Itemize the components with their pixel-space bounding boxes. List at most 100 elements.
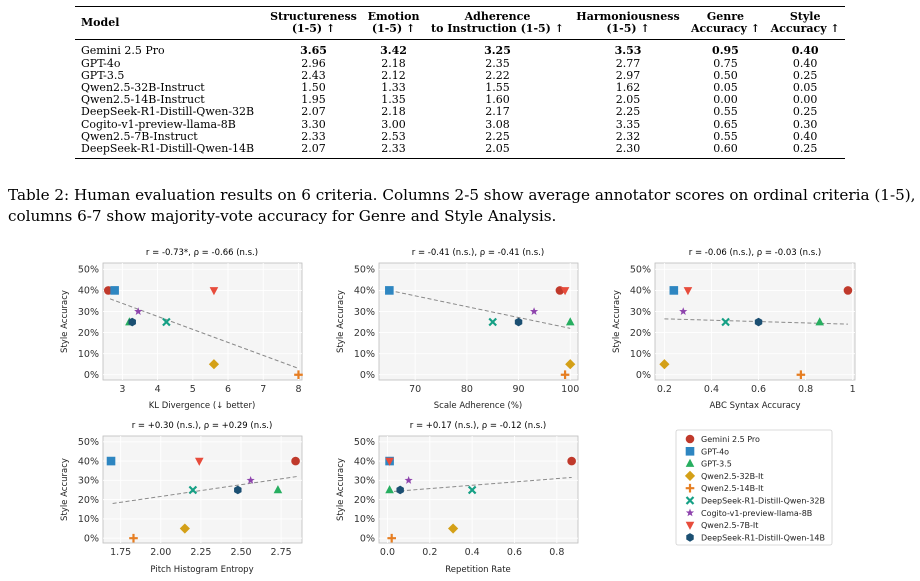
legend-marker xyxy=(685,447,695,456)
score-cell: 0.30 xyxy=(792,117,818,131)
score-cell: 3.25 xyxy=(484,44,511,58)
data-point xyxy=(387,533,397,543)
x-axis-label: Pitch Histogram Entropy xyxy=(150,565,253,575)
x-tick-label: 3 xyxy=(119,384,125,395)
results-table: Model Structureness (1-5) ↑ Emotion (1-5) ↑ A… xyxy=(75,6,845,159)
scatter-panel: 0% 10% 20% 30% 40% 50% 0.2 0.4 0.6 0.8 1 r = -0.06 … xyxy=(612,248,856,411)
results-table-container: Model Structureness (1-5) ↑ Emotion (1-5) ↑ A… xyxy=(75,6,845,159)
score-cell: 0.50 xyxy=(713,68,738,82)
score-cell: 2.17 xyxy=(485,105,510,119)
y-tick-label: 50% xyxy=(630,265,651,276)
legend-marker xyxy=(685,458,695,467)
column-header: Structureness (1-5) ↑ xyxy=(270,10,357,36)
legend-marker xyxy=(685,434,695,444)
y-tick-label: 40% xyxy=(354,286,375,297)
x-tick-label: 0.4 xyxy=(704,384,719,395)
y-tick-label: 10% xyxy=(354,514,375,525)
scatter-panel: 0% 10% 20% 30% 40% 50% 3 4 5 6 7 8 r = -0.73*, ρ = -… xyxy=(60,248,303,411)
model-name-cell: Qwen2.5-7B-Instruct xyxy=(81,129,198,143)
x-tick-label: 2.75 xyxy=(271,547,292,558)
legend: Gemini 2.5 Pro GPT-4o GPT-3.5 Qwen2.5-32B-I… xyxy=(675,429,833,546)
score-cell: 2.97 xyxy=(615,68,641,82)
y-tick-label: 20% xyxy=(354,495,375,506)
y-tick-label: 0% xyxy=(636,370,651,381)
x-tick-label: 4 xyxy=(155,384,161,395)
x-tick-label: 90 xyxy=(513,384,525,395)
legend-label: DeepSeek-R1-Distill-Qwen-32B xyxy=(701,497,825,506)
y-tick-label: 30% xyxy=(630,307,651,318)
y-tick-label: 40% xyxy=(78,456,99,467)
data-point xyxy=(129,533,138,543)
table-row: Qwen2.5-14B-Instruct 1.95 1.35 1.60 2.05 0.00… xyxy=(75,94,845,106)
score-cell: 1.35 xyxy=(381,93,406,107)
score-cell: 0.40 xyxy=(791,44,819,58)
score-cell: 3.42 xyxy=(380,44,407,58)
plot-title: r = +0.30 (n.s.), ρ = +0.29 (n.s.) xyxy=(132,421,273,431)
score-cell: 2.77 xyxy=(615,56,641,70)
score-cell: 2.07 xyxy=(301,142,326,156)
legend-label: GPT-3.5 xyxy=(701,460,732,469)
y-tick-label: 30% xyxy=(78,307,99,318)
score-cell: 0.60 xyxy=(713,142,738,156)
score-cell: 2.12 xyxy=(381,68,406,82)
x-axis-label: Repetition Rate xyxy=(445,565,511,575)
score-cell: 1.55 xyxy=(485,81,510,95)
table-row: DeepSeek-R1-Distill-Qwen-32B 2.07 2.18 2.17… xyxy=(75,106,845,118)
data-point xyxy=(404,476,413,484)
scatter-panel: 0% 10% 20% 30% 40% 50% 70 80 90 100 r = -0.41 (n.s… xyxy=(336,248,579,411)
legend-label: Qwen2.5-32B-It xyxy=(701,472,764,481)
model-name-cell: Qwen2.5-32B-Instruct xyxy=(81,81,205,95)
y-axis-label: Style Accuracy xyxy=(336,458,346,521)
score-cell: 3.30 xyxy=(301,117,326,131)
column-header: Harmoniousness (1-5) ↑ xyxy=(576,10,680,36)
x-tick-label: 6 xyxy=(225,384,231,395)
score-cell: 0.25 xyxy=(792,105,818,119)
data-point xyxy=(234,485,242,495)
score-cell: 2.18 xyxy=(381,105,406,119)
score-cell: 2.33 xyxy=(301,129,326,143)
data-point xyxy=(110,286,119,295)
x-axis-label: Scale Adherence (%) xyxy=(434,401,523,411)
score-cell: 0.05 xyxy=(792,81,818,95)
trend-line xyxy=(389,289,571,329)
score-cell: 3.53 xyxy=(614,44,642,58)
data-point xyxy=(683,287,693,296)
table-row: Cogito-v1-preview-llama-8B 3.30 3.00 3.08 3.… xyxy=(75,117,845,131)
table-body: Gemini 2.5 Pro 3.65 3.42 3.25 3.53 0.95 0.40 GP… xyxy=(75,40,845,159)
y-tick-label: 20% xyxy=(78,328,99,339)
plot-title: r = -0.73*, ρ = -0.66 (n.s.) xyxy=(146,248,258,258)
x-tick-label: 2.50 xyxy=(230,547,251,558)
plot-area xyxy=(378,262,579,381)
data-point xyxy=(567,456,576,466)
x-tick-label: 0.6 xyxy=(751,384,766,395)
y-tick-label: 50% xyxy=(354,437,375,448)
score-cell: 3.08 xyxy=(485,117,510,131)
column-header: Adherence to Instruction (1-5) ↑ xyxy=(431,10,564,36)
model-name-cell: Gemini 2.5 Pro xyxy=(81,44,165,58)
x-tick-label: 1.75 xyxy=(110,547,131,558)
score-cell: 0.05 xyxy=(713,81,738,95)
score-cell: 2.33 xyxy=(381,142,406,156)
y-tick-label: 10% xyxy=(78,349,99,360)
y-tick-label: 30% xyxy=(78,476,99,487)
column-header: Model xyxy=(81,16,120,29)
y-axis-label: Style Accuracy xyxy=(336,290,346,353)
score-cell: 3.65 xyxy=(300,44,327,58)
score-cell: 2.96 xyxy=(301,56,326,70)
table-row: GPT-4o 2.96 2.18 2.35 2.77 0.75 0.40 xyxy=(75,56,845,70)
y-tick-label: 20% xyxy=(354,328,375,339)
table-row: Qwen2.5-7B-Instruct 2.33 2.53 2.25 2.32 0.55 0… xyxy=(75,129,845,143)
score-cell: 1.33 xyxy=(381,81,406,95)
plot-area xyxy=(102,262,303,381)
y-tick-label: 0% xyxy=(360,370,375,381)
legend-box xyxy=(675,429,833,546)
data-point xyxy=(467,485,477,495)
y-tick-label: 40% xyxy=(354,456,375,467)
legend-marker xyxy=(684,470,696,481)
data-point xyxy=(396,485,404,495)
plot-area xyxy=(378,435,579,544)
legend-label: Gemini 2.5 Pro xyxy=(701,435,760,444)
data-point xyxy=(669,286,679,295)
model-name-cell: DeepSeek-R1-Distill-Qwen-14B xyxy=(81,142,255,156)
score-cell: 0.00 xyxy=(713,93,738,107)
